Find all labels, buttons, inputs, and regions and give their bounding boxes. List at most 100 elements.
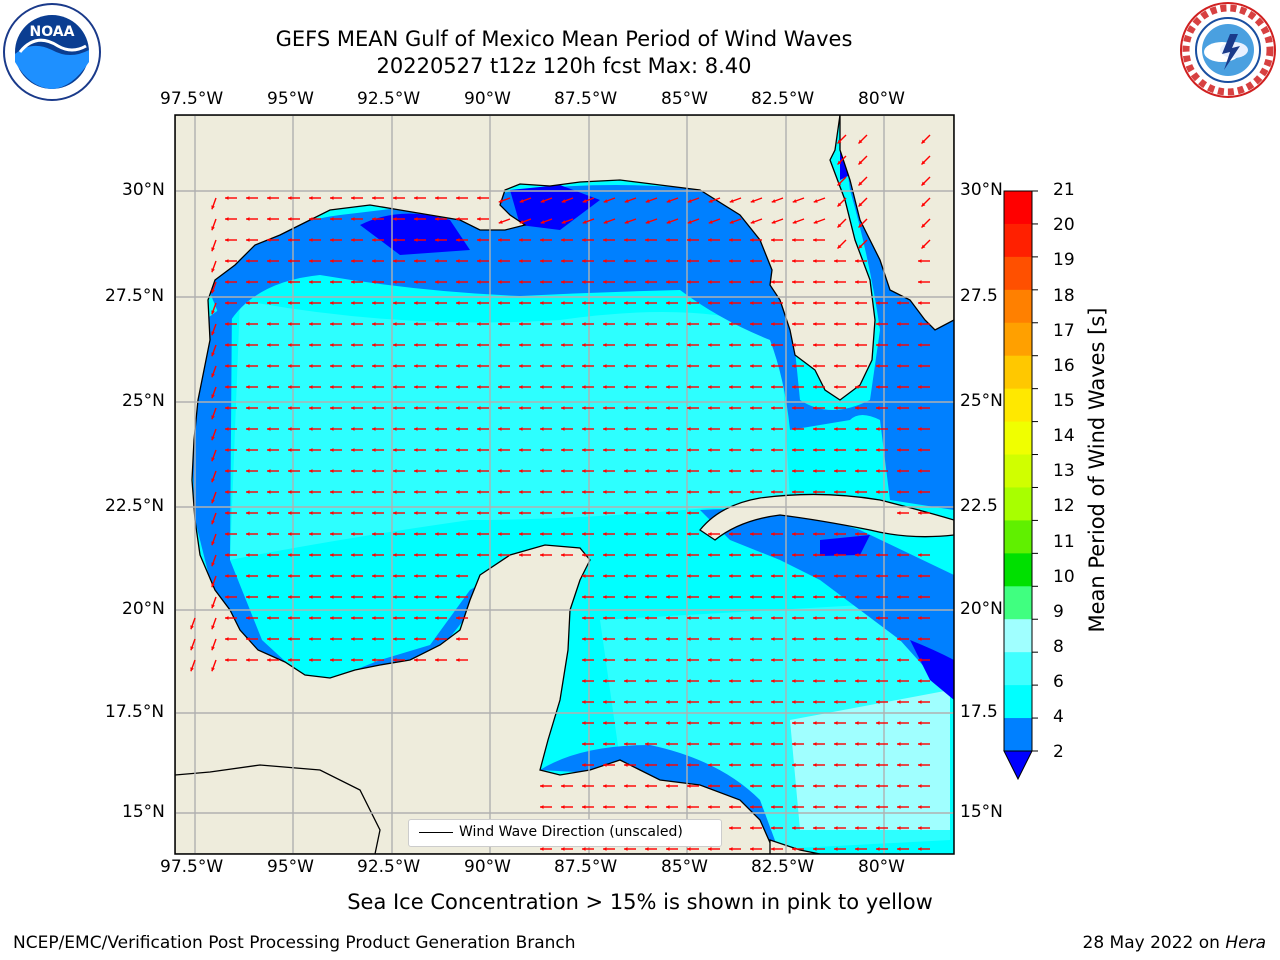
footer-host: Hera [1225, 933, 1266, 953]
wind-wave-arrow-head [267, 532, 271, 536]
colorbar-segment [1004, 553, 1032, 587]
wind-wave-arrow-head [918, 595, 922, 599]
wind-wave-arrow-head [351, 406, 355, 410]
wind-wave-arrow-head [582, 847, 586, 851]
wind-wave-arrow-head [666, 700, 670, 704]
wind-wave-arrow-head [921, 139, 926, 144]
footer-date: 28 May 2022 on Hera [1083, 933, 1267, 953]
wave-period-band-6-8 [230, 300, 790, 560]
wind-wave-arrow-head [708, 280, 712, 284]
wind-wave-arrow-head [729, 322, 733, 326]
wind-wave-arrow-head [393, 574, 397, 578]
wind-wave-arrow-head [729, 553, 733, 557]
wind-wave-arrow-head [837, 244, 842, 249]
wind-wave-arrow-head [750, 532, 754, 536]
lon-label-bottom: 97.5°W [160, 857, 224, 877]
wind-wave-arrow-head [225, 238, 229, 242]
wind-wave-arrow-head [687, 199, 692, 203]
wind-wave-arrow-head [708, 259, 712, 263]
wind-wave-arrow-head [687, 511, 691, 515]
wind-wave-arrow-head [813, 280, 817, 284]
wind-wave-arrow-head [393, 364, 397, 368]
wind-wave-arrow-head [834, 469, 838, 473]
wind-wave-arrow-head [666, 199, 671, 203]
wind-wave-arrow-head [414, 280, 418, 284]
wind-wave-arrow-head [813, 595, 817, 599]
wind-wave-arrow-head [603, 532, 607, 536]
wind-wave-arrow-head [582, 259, 586, 263]
wind-wave-arrow-head [771, 742, 775, 746]
wind-wave-arrow-head [225, 658, 229, 662]
wind-wave-arrow-head [225, 280, 229, 284]
wind-wave-arrow-head [855, 490, 859, 494]
wind-wave-arrow-head [498, 220, 503, 224]
wind-wave-arrow-head [771, 259, 775, 263]
wind-wave-arrow-head [645, 385, 649, 389]
svg-text:NOAA: NOAA [30, 24, 75, 40]
wind-wave-arrow-head [855, 427, 859, 431]
wind-wave-arrow-head [435, 406, 439, 410]
wind-wave-arrow-head [687, 427, 691, 431]
wind-wave-arrow-head [435, 280, 439, 284]
wind-wave-arrow-head [540, 469, 544, 473]
wind-wave-arrow-head [246, 322, 250, 326]
wind-wave-arrow-head [855, 637, 859, 641]
wind-wave-arrow-head [540, 511, 544, 515]
wind-wave-arrow-head [792, 220, 797, 224]
colorbar-segment [1004, 652, 1032, 686]
wind-wave-arrow-head [771, 574, 775, 578]
wind-wave-arrow-head [792, 364, 796, 368]
lat-label-left: 22.5°N [105, 496, 165, 516]
wind-wave-arrow-head [309, 511, 313, 515]
wind-wave-arrow-head [708, 364, 712, 368]
wind-wave-arrow-head [666, 238, 670, 242]
wind-wave-arrow-head [414, 658, 418, 662]
wind-wave-arrow-head [288, 280, 292, 284]
wind-wave-arrow-head [456, 658, 460, 662]
wind-wave-arrow-head [288, 511, 292, 515]
wind-wave-arrow-head [435, 595, 439, 599]
wind-wave-arrow-head [540, 532, 544, 536]
wind-wave-arrow-head [897, 448, 901, 452]
wind-wave-arrow-head [855, 700, 859, 704]
wind-wave-arrow-head [645, 199, 650, 203]
chart-subtitle: 20220527 t12z 120h fcst Max: 8.40 [376, 54, 752, 78]
wind-wave-arrow-head [372, 490, 376, 494]
wind-wave-arrow-head [414, 385, 418, 389]
wind-wave-arrow-head [330, 322, 334, 326]
wind-wave-arrow-head [456, 511, 460, 515]
wind-wave-arrow-head [855, 721, 859, 725]
wind-wave-arrow-head [834, 721, 838, 725]
wind-wave-arrow-head [456, 637, 460, 641]
wind-wave-arrow-head [858, 160, 863, 165]
wind-wave-arrow-head [687, 616, 691, 620]
wind-wave-arrow-head [246, 553, 250, 557]
wind-wave-arrow-head [837, 223, 842, 228]
wind-wave-arrow-head [729, 532, 733, 536]
wind-wave-arrow-head [834, 679, 838, 683]
wind-wave-arrow-head [834, 406, 838, 410]
wind-wave-arrow-head [393, 637, 397, 641]
wind-wave-arrow-head [561, 280, 565, 284]
wind-wave-arrow-head [855, 658, 859, 662]
wind-wave-arrow-head [267, 259, 271, 263]
wind-wave-arrow-head [687, 301, 691, 305]
wind-wave-arrow-head [666, 448, 670, 452]
wind-wave-arrow-head [246, 385, 250, 389]
wind-wave-arrow-head [708, 553, 712, 557]
wind-wave-arrow-head [708, 343, 712, 347]
wind-wave-arrow-head [666, 553, 670, 557]
wind-wave-arrow-head [687, 805, 691, 809]
wind-wave-arrow-head [771, 700, 775, 704]
wind-wave-arrow-head [918, 259, 922, 263]
wind-wave-arrow-head [855, 301, 859, 305]
wind-wave-arrow-head [351, 238, 355, 242]
wind-wave-arrow-head [897, 427, 901, 431]
wind-wave-arrow-head [918, 364, 922, 368]
wind-wave-arrow-head [351, 427, 355, 431]
wind-wave-arrow-head [858, 139, 863, 144]
wind-wave-arrow-head [603, 301, 607, 305]
wind-wave-arrow-head [540, 784, 544, 788]
wind-wave-arrow-head [834, 259, 838, 263]
wind-wave-arrow-head [708, 763, 712, 767]
